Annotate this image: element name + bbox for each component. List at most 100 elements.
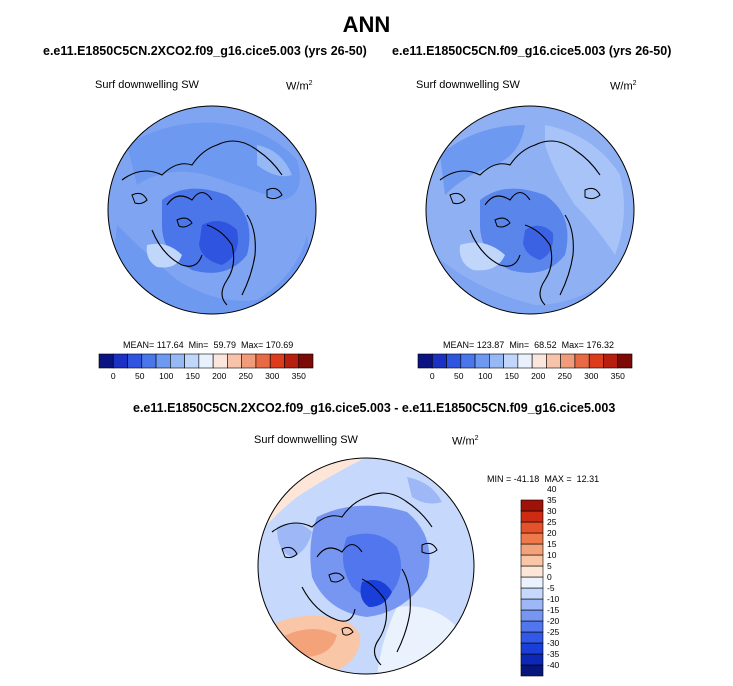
figure-title: ANN [342, 12, 391, 37]
panel-3-stats: MIN = -41.18 MAX = 12.31 [487, 474, 600, 484]
panel-1-stats: MEAN= 117.64 Min= 59.79 Max= 170.69 [123, 340, 294, 350]
panel-3-title: e.e11.E1850C5CN.2XCO2.f09_g16.cice5.003 … [133, 401, 616, 415]
panel-3-field-region [360, 579, 392, 607]
colorbar-swatch [269, 353, 285, 369]
panel-2-coastline [449, 187, 601, 228]
panel-3-units: W/m2 [452, 435, 479, 448]
colorbar-swatch [520, 642, 544, 655]
colorbar-tick-label: -35 [547, 649, 560, 659]
colorbar-swatch [520, 653, 544, 666]
colorbar-tick-label: 5 [547, 561, 552, 571]
colorbar-swatch [520, 565, 544, 578]
panel-2-field-region [440, 125, 525, 195]
colorbar-swatch [520, 664, 544, 677]
colorbar-swatch [520, 510, 544, 523]
colorbar-swatch [474, 353, 490, 369]
panel-3-field-region [407, 477, 442, 504]
colorbar-swatch [127, 353, 143, 369]
colorbar-tick-label: 200 [531, 371, 546, 381]
colorbar-swatch [241, 353, 257, 369]
panel-3-colorbar [520, 499, 544, 677]
colorbar-tick-label: 350 [291, 371, 306, 381]
colorbar-tick-label: 0 [429, 371, 435, 381]
colorbar-swatch [531, 353, 547, 369]
colorbar-tick-label: 0 [547, 572, 552, 582]
colorbar-swatch [489, 353, 504, 369]
panel-1-map [107, 105, 317, 315]
colorbar-swatch [603, 353, 619, 369]
colorbar-swatch [141, 353, 157, 369]
panel-1-field-region [199, 221, 238, 265]
colorbar-tick-label: 250 [238, 371, 253, 381]
panel-1-coastline [121, 140, 283, 306]
colorbar-swatch [588, 353, 604, 369]
colorbar-swatch [520, 620, 544, 633]
colorbar-tick-label: 40 [547, 484, 557, 494]
colorbar-tick-label: 150 [504, 371, 519, 381]
colorbar-tick-label: 20 [547, 528, 557, 538]
colorbar-tick-label: -15 [547, 605, 560, 615]
colorbar-swatch [98, 353, 114, 369]
colorbar-tick-label: -25 [547, 627, 560, 637]
colorbar-swatch [460, 353, 476, 369]
colorbar-swatch [520, 499, 544, 512]
colorbar-swatch [284, 353, 300, 369]
colorbar-swatch [212, 353, 228, 369]
panel-2-colorbar [417, 353, 633, 369]
colorbar-swatch [520, 576, 544, 589]
panel-2-map [425, 105, 635, 315]
colorbar-tick-label: -5 [547, 583, 555, 593]
panel-2-units: W/m2 [610, 80, 637, 93]
panel-2-coastline [439, 140, 601, 306]
colorbar-swatch [517, 353, 533, 369]
colorbar-tick-label: 50 [454, 371, 464, 381]
colorbar-swatch [431, 353, 447, 369]
colorbar-swatch [546, 353, 561, 369]
colorbar-swatch [255, 353, 271, 369]
colorbar-tick-label: -20 [547, 616, 560, 626]
panel-3-field-region [277, 523, 312, 557]
colorbar-tick-label: 150 [185, 371, 200, 381]
colorbar-tick-label: 350 [610, 371, 625, 381]
colorbar-swatch [520, 543, 544, 556]
panel-2-variable-label: Surf downwelling SW [416, 79, 520, 91]
colorbar-tick-label: -10 [547, 594, 560, 604]
colorbar-tick-label: 100 [478, 371, 493, 381]
colorbar-tick-label: 300 [584, 371, 599, 381]
panel-2-field-region [459, 242, 505, 271]
colorbar-swatch [446, 353, 462, 369]
panel-1-field-region [257, 145, 292, 177]
panel-3-variable-label: Surf downwelling SW [254, 434, 358, 446]
panel-1-field-region [127, 122, 300, 200]
colorbar-tick-label: -30 [547, 638, 560, 648]
colorbar-tick-label: 100 [159, 371, 174, 381]
panel-1-coastline [131, 187, 283, 228]
colorbar-tick-label: 200 [212, 371, 227, 381]
colorbar-swatch [520, 521, 544, 534]
panel-1-colorbar [98, 353, 314, 369]
colorbar-tick-label: 25 [547, 517, 557, 527]
colorbar-swatch [417, 353, 433, 369]
colorbar-swatch [574, 353, 590, 369]
panel-2-field-region [523, 225, 554, 260]
panel-2-title: e.e11.E1850C5CN.f09_g16.cice5.003 (yrs 2… [392, 44, 672, 58]
colorbar-swatch [155, 353, 171, 369]
colorbar-swatch [503, 353, 519, 369]
colorbar-swatch [198, 353, 214, 369]
colorbar-tick-label: 30 [547, 506, 557, 516]
colorbar-tick-label: 50 [135, 371, 145, 381]
colorbar-swatch [298, 353, 314, 369]
colorbar-swatch [520, 631, 544, 644]
colorbar-swatch [170, 353, 185, 369]
colorbar-tick-label: -40 [547, 660, 560, 670]
colorbar-swatch [184, 353, 200, 369]
colorbar-swatch [520, 554, 544, 567]
colorbar-swatch [560, 353, 576, 369]
panel-3-coastline [281, 542, 438, 636]
panel-3-coastline [271, 492, 433, 666]
panel-3-map [257, 457, 475, 675]
colorbar-swatch [227, 353, 242, 369]
colorbar-tick-label: 300 [265, 371, 280, 381]
colorbar-swatch [617, 353, 633, 369]
colorbar-tick-label: 250 [557, 371, 572, 381]
